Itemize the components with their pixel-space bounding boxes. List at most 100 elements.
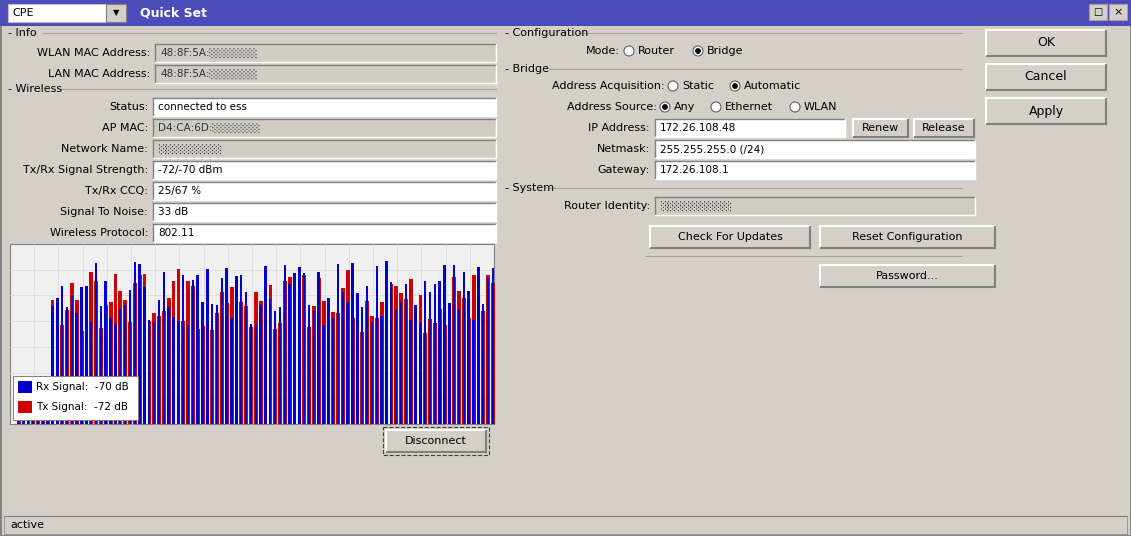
Bar <box>90 322 93 424</box>
Bar <box>153 161 497 179</box>
Bar <box>249 327 253 424</box>
Bar <box>321 301 326 424</box>
Bar <box>467 291 469 424</box>
Bar <box>914 119 974 137</box>
Bar <box>463 297 466 424</box>
Bar <box>172 281 175 424</box>
Bar <box>157 300 161 424</box>
Text: 802.11: 802.11 <box>158 228 195 238</box>
Bar <box>221 278 223 424</box>
Text: - Bridge: - Bridge <box>506 64 549 74</box>
Text: Disconnect: Disconnect <box>405 436 467 446</box>
Bar <box>404 299 408 424</box>
Text: Renew: Renew <box>862 123 899 133</box>
Bar <box>133 262 136 424</box>
Bar <box>55 315 59 424</box>
Bar <box>389 284 394 424</box>
Bar <box>454 265 456 424</box>
Circle shape <box>663 105 667 109</box>
Bar <box>114 324 116 424</box>
Bar <box>206 269 208 424</box>
Bar <box>293 273 295 424</box>
Bar <box>153 140 497 158</box>
Bar <box>32 412 35 424</box>
Bar <box>80 287 83 424</box>
Bar <box>299 267 301 424</box>
Bar <box>986 98 1106 124</box>
Bar <box>46 413 50 424</box>
Bar <box>123 300 127 424</box>
Bar <box>423 333 428 424</box>
Bar <box>244 292 248 424</box>
Bar <box>41 414 45 424</box>
Text: Tx/Rx CCQ:: Tx/Rx CCQ: <box>85 186 148 196</box>
Text: Static: Static <box>682 81 714 91</box>
Circle shape <box>696 48 700 54</box>
Bar <box>36 419 40 424</box>
Bar <box>380 316 382 424</box>
Bar <box>448 326 451 424</box>
Bar <box>385 318 388 424</box>
Bar <box>153 203 497 221</box>
Bar <box>167 299 171 424</box>
Bar <box>399 293 403 424</box>
Bar <box>8 4 126 22</box>
Bar <box>308 327 311 424</box>
Text: AP MAC:: AP MAC: <box>102 123 148 133</box>
Bar <box>458 309 460 424</box>
Bar <box>429 319 432 424</box>
Text: Tx/Rx Signal Strength:: Tx/Rx Signal Strength: <box>23 165 148 175</box>
Bar <box>119 309 121 424</box>
Bar <box>172 317 174 424</box>
Bar <box>433 323 437 424</box>
Bar <box>297 299 301 424</box>
Bar <box>153 323 155 424</box>
Bar <box>157 316 161 424</box>
Bar <box>482 303 484 424</box>
Bar <box>144 287 146 424</box>
Bar <box>178 321 180 424</box>
Bar <box>221 292 224 424</box>
Circle shape <box>693 46 703 56</box>
Bar <box>269 299 271 424</box>
Bar <box>288 285 291 424</box>
Bar <box>153 182 497 200</box>
Bar <box>467 318 470 424</box>
Bar <box>448 303 450 424</box>
Bar <box>133 283 137 424</box>
Bar <box>155 65 497 83</box>
Bar <box>231 318 233 424</box>
Bar <box>331 312 335 424</box>
Bar <box>476 293 481 424</box>
Bar <box>153 312 156 424</box>
Bar <box>10 244 494 424</box>
Bar <box>124 306 127 424</box>
Bar <box>46 413 49 424</box>
Bar <box>820 265 995 287</box>
Bar <box>265 266 267 424</box>
Text: Address Acquisition:: Address Acquisition: <box>552 81 665 91</box>
Text: ▼: ▼ <box>113 9 119 18</box>
Circle shape <box>789 102 800 112</box>
Text: - Configuration: - Configuration <box>506 28 588 38</box>
Bar <box>106 4 126 22</box>
Bar <box>308 305 310 424</box>
Bar <box>215 312 219 424</box>
Bar <box>351 317 354 424</box>
Bar <box>399 302 403 424</box>
Bar <box>23 421 25 424</box>
Bar <box>375 266 378 424</box>
Bar <box>424 281 426 424</box>
Text: Gateway:: Gateway: <box>598 165 650 175</box>
Bar <box>312 311 316 424</box>
Bar <box>346 302 349 424</box>
Bar <box>655 140 975 158</box>
Text: Check For Updates: Check For Updates <box>677 232 783 242</box>
Bar <box>80 331 84 424</box>
Bar <box>187 325 189 424</box>
Bar <box>383 427 489 455</box>
Text: Bridge: Bridge <box>707 46 743 56</box>
Bar <box>365 286 369 424</box>
Bar <box>104 281 107 424</box>
Text: ░░░░░░░░: ░░░░░░░░ <box>158 144 222 154</box>
